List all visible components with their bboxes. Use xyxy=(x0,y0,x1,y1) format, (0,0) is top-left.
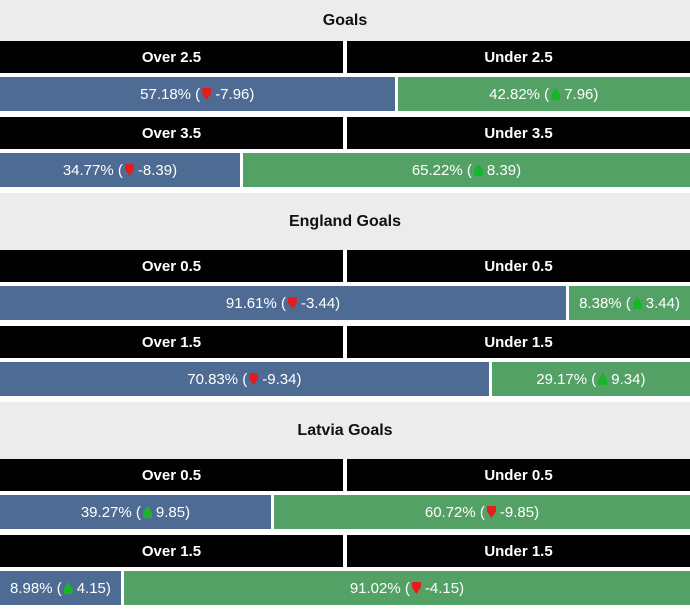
trend-down-icon xyxy=(411,582,421,594)
probability-bar-row: 70.83% ( -9.34) 29.17% ( 9.34) xyxy=(0,362,690,396)
under-probability-bar: 60.72% ( -9.85) xyxy=(273,495,690,529)
over-bar-change: -8.39) xyxy=(137,161,178,179)
over-bar-value: 39.27% ( xyxy=(80,503,141,521)
under-probability-bar: 42.82% ( 7.96) xyxy=(397,77,690,111)
under-header-cell: Under 0.5 xyxy=(347,459,690,491)
market-header-row: Over 2.5 Under 2.5 xyxy=(0,41,690,73)
market-header-row: Over 0.5 Under 0.5 xyxy=(0,459,690,491)
over-bar-value: 91.61% ( xyxy=(225,294,286,312)
over-header-cell: Over 1.5 xyxy=(0,326,343,358)
goals-section: Goals Over 2.5 Under 2.5 57.18% ( -7.96) 42.8… xyxy=(0,0,690,187)
under-bar-change: -9.85) xyxy=(499,503,540,521)
under-bar-value: 60.72% ( xyxy=(424,503,485,521)
probability-bar-row: 39.27% ( 9.85) 60.72% ( -9.85) xyxy=(0,495,690,529)
goals-section: England Goals Over 0.5 Under 0.5 91.61% ( -3… xyxy=(0,193,690,396)
over-header-cell: Over 1.5 xyxy=(0,535,343,567)
under-bar-value: 8.38% ( xyxy=(579,294,631,312)
over-probability-bar: 34.77% ( -8.39) xyxy=(0,153,240,187)
probability-bar-row: 91.61% ( -3.44) 8.38% ( 3.44) xyxy=(0,286,690,320)
market-header-row: Over 1.5 Under 1.5 xyxy=(0,326,690,358)
over-bar-value: 8.98% ( xyxy=(10,579,62,597)
under-bar-change: 9.34) xyxy=(611,370,646,388)
market-header-row: Over 3.5 Under 3.5 xyxy=(0,117,690,149)
under-header-cell: Under 3.5 xyxy=(347,117,690,149)
probability-bar-row: 8.98% ( 4.15) 91.02% ( -4.15) xyxy=(0,571,690,605)
over-bar-value: 70.83% ( xyxy=(187,370,248,388)
trend-down-icon xyxy=(249,373,259,385)
over-bar-value: 34.77% ( xyxy=(62,161,123,179)
over-header-cell: Over 0.5 xyxy=(0,459,343,491)
over-bar-value: 57.18% ( xyxy=(140,85,201,103)
under-bar-change: -4.15) xyxy=(424,579,465,597)
under-probability-bar: 91.02% ( -4.15) xyxy=(123,571,690,605)
section-title: England Goals xyxy=(0,193,690,250)
under-bar-value: 91.02% ( xyxy=(349,579,410,597)
market-header-row: Over 1.5 Under 1.5 xyxy=(0,535,690,567)
under-bar-change: 7.96) xyxy=(564,85,599,103)
under-bar-change: 8.39) xyxy=(486,161,522,179)
trend-up-icon xyxy=(632,297,642,309)
over-bar-change: 9.85) xyxy=(155,503,191,521)
trend-down-icon xyxy=(202,88,212,100)
under-header-cell: Under 1.5 xyxy=(347,535,690,567)
over-bar-change: -3.44) xyxy=(300,294,341,312)
over-bar-change: -9.34) xyxy=(262,370,302,388)
section-title: Goals xyxy=(0,0,690,41)
over-probability-bar: 8.98% ( 4.15) xyxy=(0,571,121,605)
trend-down-icon xyxy=(287,297,297,309)
probability-bar-row: 34.77% ( -8.39) 65.22% ( 8.39) xyxy=(0,153,690,187)
under-probability-bar: 8.38% ( 3.44) xyxy=(569,286,690,320)
market-header-row: Over 0.5 Under 0.5 xyxy=(0,250,690,282)
trend-up-icon xyxy=(598,373,608,385)
under-bar-value: 29.17% ( xyxy=(536,370,597,388)
over-probability-bar: 57.18% ( -7.96) xyxy=(0,77,395,111)
under-header-cell: Under 1.5 xyxy=(347,326,690,358)
under-bar-change: 3.44) xyxy=(645,294,680,312)
under-header-cell: Under 2.5 xyxy=(347,41,690,73)
over-probability-bar: 39.27% ( 9.85) xyxy=(0,495,271,529)
trend-down-icon xyxy=(124,164,134,176)
over-probability-bar: 91.61% ( -3.44) xyxy=(0,286,567,320)
goals-section: Latvia Goals Over 0.5 Under 0.5 39.27% ( 9.8… xyxy=(0,402,690,605)
over-header-cell: Over 2.5 xyxy=(0,41,343,73)
under-header-cell: Under 0.5 xyxy=(347,250,690,282)
probability-bar-row: 57.18% ( -7.96) 42.82% ( 7.96) xyxy=(0,77,690,111)
over-bar-change: 4.15) xyxy=(76,579,111,597)
trend-up-icon xyxy=(551,88,561,100)
over-bar-change: -7.96) xyxy=(215,85,255,103)
trend-up-icon xyxy=(142,506,152,518)
over-probability-bar: 70.83% ( -9.34) xyxy=(0,362,489,396)
under-bar-value: 65.22% ( xyxy=(411,161,472,179)
under-bar-value: 42.82% ( xyxy=(489,85,550,103)
section-title: Latvia Goals xyxy=(0,402,690,459)
trend-up-icon xyxy=(63,582,73,594)
under-probability-bar: 65.22% ( 8.39) xyxy=(242,153,690,187)
over-header-cell: Over 3.5 xyxy=(0,117,343,149)
over-header-cell: Over 0.5 xyxy=(0,250,343,282)
under-probability-bar: 29.17% ( 9.34) xyxy=(491,362,690,396)
trend-down-icon xyxy=(486,506,496,518)
trend-up-icon xyxy=(473,164,483,176)
